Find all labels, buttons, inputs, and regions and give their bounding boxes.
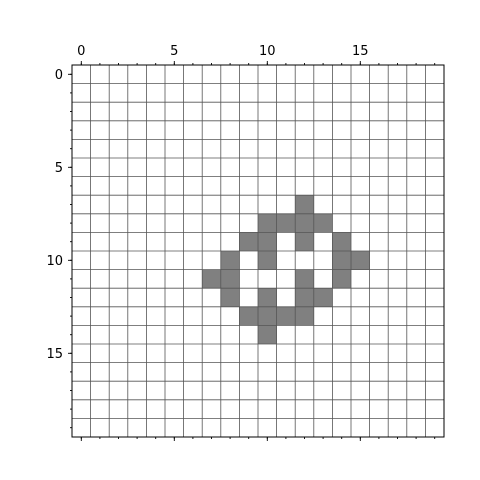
- grid-lines: [72, 65, 444, 437]
- filled-cell-9-10: [258, 232, 277, 251]
- x-tick-label: 0: [77, 44, 85, 59]
- plot-frame: [71, 64, 445, 438]
- filled-cell-8-12: [295, 213, 314, 233]
- filled-cell-8-10: [258, 213, 277, 233]
- filled-cell-13-11: [276, 306, 296, 326]
- cells-layer: [202, 195, 370, 344]
- filled-cell-13-9: [239, 306, 258, 326]
- y-tick-label: 5: [55, 161, 63, 176]
- filled-cell-10-10: [258, 251, 277, 270]
- filled-cell-12-10: [258, 288, 277, 307]
- filled-cell-10-8: [220, 251, 240, 270]
- filled-cell-11-7: [202, 269, 221, 289]
- filled-cell-12-13: [313, 288, 333, 307]
- filled-cell-9-9: [239, 232, 258, 251]
- filled-cell-11-14: [332, 269, 351, 289]
- filled-cell-12-12: [295, 288, 314, 307]
- filled-cell-13-10: [258, 306, 277, 326]
- y-tick-label: 0: [55, 68, 63, 83]
- filled-cell-14-10: [258, 325, 277, 344]
- filled-cell-10-15: [351, 251, 370, 270]
- filled-cell-11-8: [220, 269, 240, 289]
- axis-tick-labels: 0 5 10 15 0 5 10 15: [46, 44, 368, 362]
- axis-ticks: [68, 61, 436, 441]
- y-tick-label: 10: [46, 254, 63, 269]
- y-tick-label: 15: [46, 347, 63, 362]
- filled-cell-7-12: [295, 195, 314, 214]
- filled-cell-9-14: [332, 232, 351, 251]
- x-tick-label: 5: [170, 44, 178, 59]
- filled-cell-8-13: [313, 213, 333, 233]
- filled-cell-13-12: [295, 306, 314, 326]
- filled-cell-9-12: [295, 232, 314, 251]
- x-tick-label: 10: [259, 44, 276, 59]
- filled-cell-8-11: [276, 213, 296, 233]
- x-tick-label: 15: [352, 44, 369, 59]
- filled-cell-10-14: [332, 251, 351, 270]
- filled-cell-12-8: [220, 288, 240, 307]
- filled-cell-11-12: [295, 269, 314, 289]
